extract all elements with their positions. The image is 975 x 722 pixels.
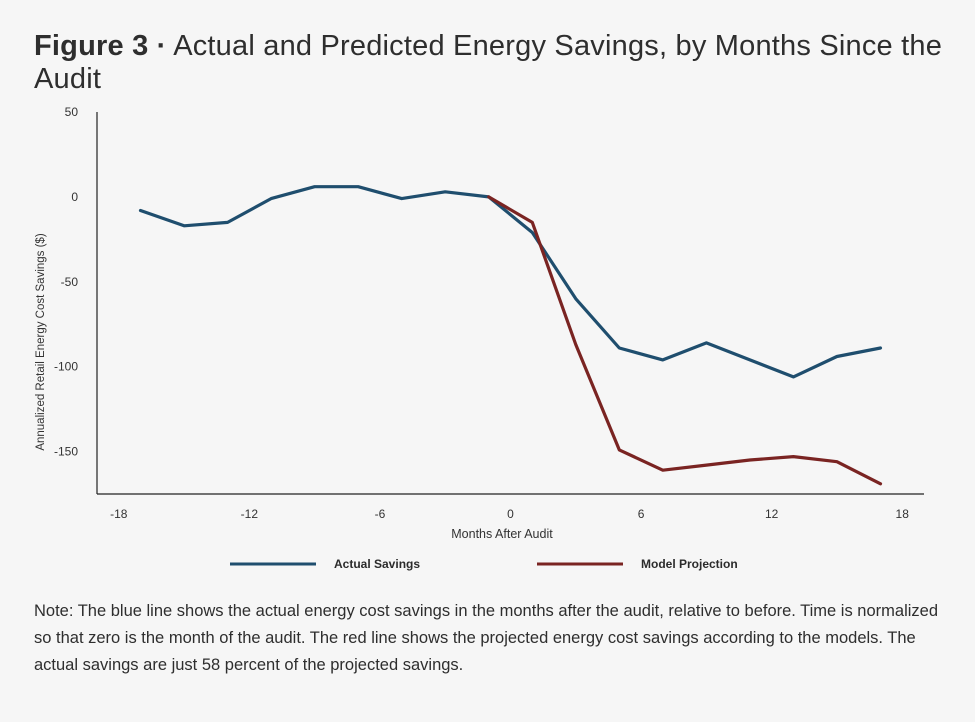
x-tick-label: 0 bbox=[507, 507, 514, 521]
figure-title-text: Actual and Predicted Energy Savings, by … bbox=[34, 30, 943, 95]
legend-label-1: Model Projection bbox=[641, 557, 738, 571]
y-tick-label: 50 bbox=[65, 105, 79, 119]
x-tick-label: 6 bbox=[638, 507, 645, 521]
legend-label-0: Actual Savings bbox=[334, 557, 420, 571]
line-chart: 50 0 -50 -100 -150 -18 -12 -6 0 6 12 18 Annualized … bbox=[35, 105, 924, 571]
chart-series bbox=[138, 185, 883, 486]
chart-ticks: 50 0 -50 -100 -150 -18 -12 -6 0 6 12 18 bbox=[54, 105, 909, 521]
x-tick-label: -6 bbox=[375, 507, 386, 521]
y-axis-label: Annualized Retail Energy Cost Savings ($… bbox=[35, 233, 47, 451]
y-tick-label: -50 bbox=[61, 275, 79, 289]
x-tick-label: 12 bbox=[765, 507, 779, 521]
x-tick-label: 18 bbox=[896, 507, 910, 521]
y-tick-label: 0 bbox=[71, 190, 78, 204]
y-tick-label: -100 bbox=[54, 360, 78, 374]
figure-label: Figure 3 · bbox=[34, 30, 167, 62]
y-tick-label: -150 bbox=[54, 445, 78, 459]
x-tick-label: -12 bbox=[241, 507, 259, 521]
x-tick-label: -18 bbox=[110, 507, 128, 521]
figure-note: Note: The blue line shows the actual ene… bbox=[34, 602, 939, 674]
series-line-0 bbox=[138, 185, 883, 379]
x-axis-label: Months After Audit bbox=[451, 527, 553, 541]
chart-axes bbox=[96, 112, 924, 495]
chart-legend: Actual Savings Model Projection bbox=[230, 557, 738, 571]
series-line-1 bbox=[487, 195, 883, 486]
figure-title: Figure 3 · Actual and Predicted Energy S… bbox=[34, 30, 954, 96]
